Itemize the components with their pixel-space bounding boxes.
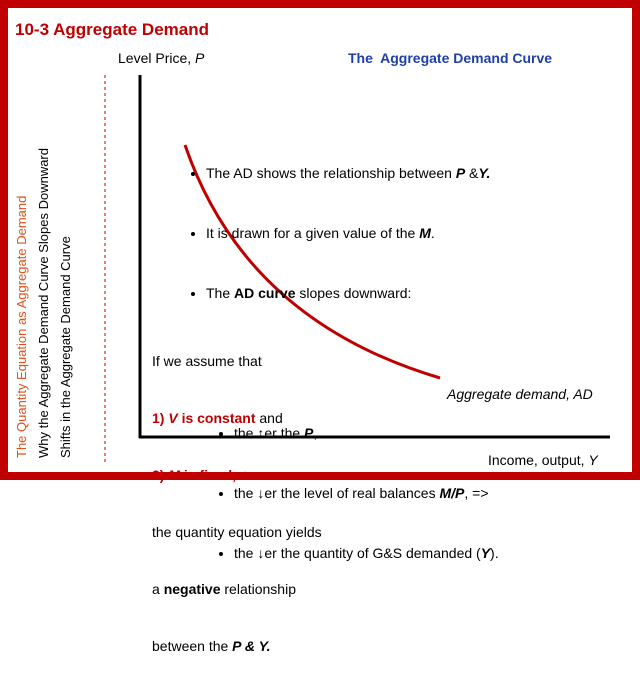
text-run: &: [465, 165, 479, 181]
text-run: M: [168, 467, 181, 483]
heading: The Aggregate Demand Curve: [348, 50, 553, 66]
text-run: the ↑er the: [234, 425, 305, 441]
text-run: P: [455, 165, 466, 181]
sidebar-item: The Quantity Equation as Aggregate Deman…: [14, 195, 29, 458]
text-run: AD curve: [234, 285, 296, 301]
text-run: It is drawn for a given value of the: [206, 225, 420, 241]
text-run: ,: [313, 425, 318, 441]
text-run: Level Price,: [118, 50, 196, 66]
text-run: relationship: [220, 581, 296, 597]
text-run: If we assume that: [152, 353, 262, 369]
text-run: , =>: [464, 485, 489, 501]
text-run: ).: [490, 545, 499, 561]
text-run: Income, output,: [488, 452, 589, 468]
text-run: between the: [152, 638, 233, 654]
text-run: Y: [588, 452, 598, 468]
text-run: M/P: [439, 485, 465, 501]
text-run: P & Y.: [232, 638, 271, 654]
text-run: and: [255, 410, 283, 426]
text-run: The AD shows the relationship between: [206, 165, 456, 181]
text-run: .: [430, 225, 435, 241]
text-run: negative: [163, 581, 221, 597]
diagram: [104, 75, 610, 465]
text-run: slopes downward:: [295, 285, 412, 301]
text-run: P: [195, 50, 205, 66]
text-run: M: [419, 225, 431, 241]
sidebar-item: Why the Aggregate Demand Curve Slopes Do…: [36, 148, 51, 458]
text-run: Y: [480, 545, 491, 561]
text-run: is fixed,=>: [180, 467, 253, 483]
sidebar-item: Shifts in the Aggregate Demand Curve: [58, 236, 73, 458]
bullet: It is drawn for a given value of the M.: [206, 223, 499, 243]
text-run: is constant: [177, 410, 256, 426]
text-run: The: [206, 285, 235, 301]
bullet: The AD curve slopes downward:: [206, 283, 499, 303]
text-run: P: [304, 425, 314, 441]
text-run: V: [168, 410, 178, 426]
bullet: The AD shows the relationship between P …: [206, 163, 499, 183]
text-run: Y.: [478, 165, 491, 181]
y-axis-label: Level Price, P: [118, 50, 204, 66]
note: If we assume that 1) V is constant and 2…: [152, 314, 322, 675]
title: 10-3 Aggregate Demand: [15, 20, 209, 39]
x-axis-label: Income, output, Y: [488, 452, 598, 468]
text-run: 2): [152, 467, 169, 483]
slide: [0, 0, 640, 480]
text-run: 1): [152, 410, 169, 426]
sub-bullet: the ↑er the P,: [234, 423, 499, 443]
curve-label: Aggregate demand, AD: [447, 386, 593, 402]
text-run: the quantity equation yields: [152, 524, 322, 540]
ad-curve: [183, 144, 441, 380]
text-run: a: [152, 581, 164, 597]
